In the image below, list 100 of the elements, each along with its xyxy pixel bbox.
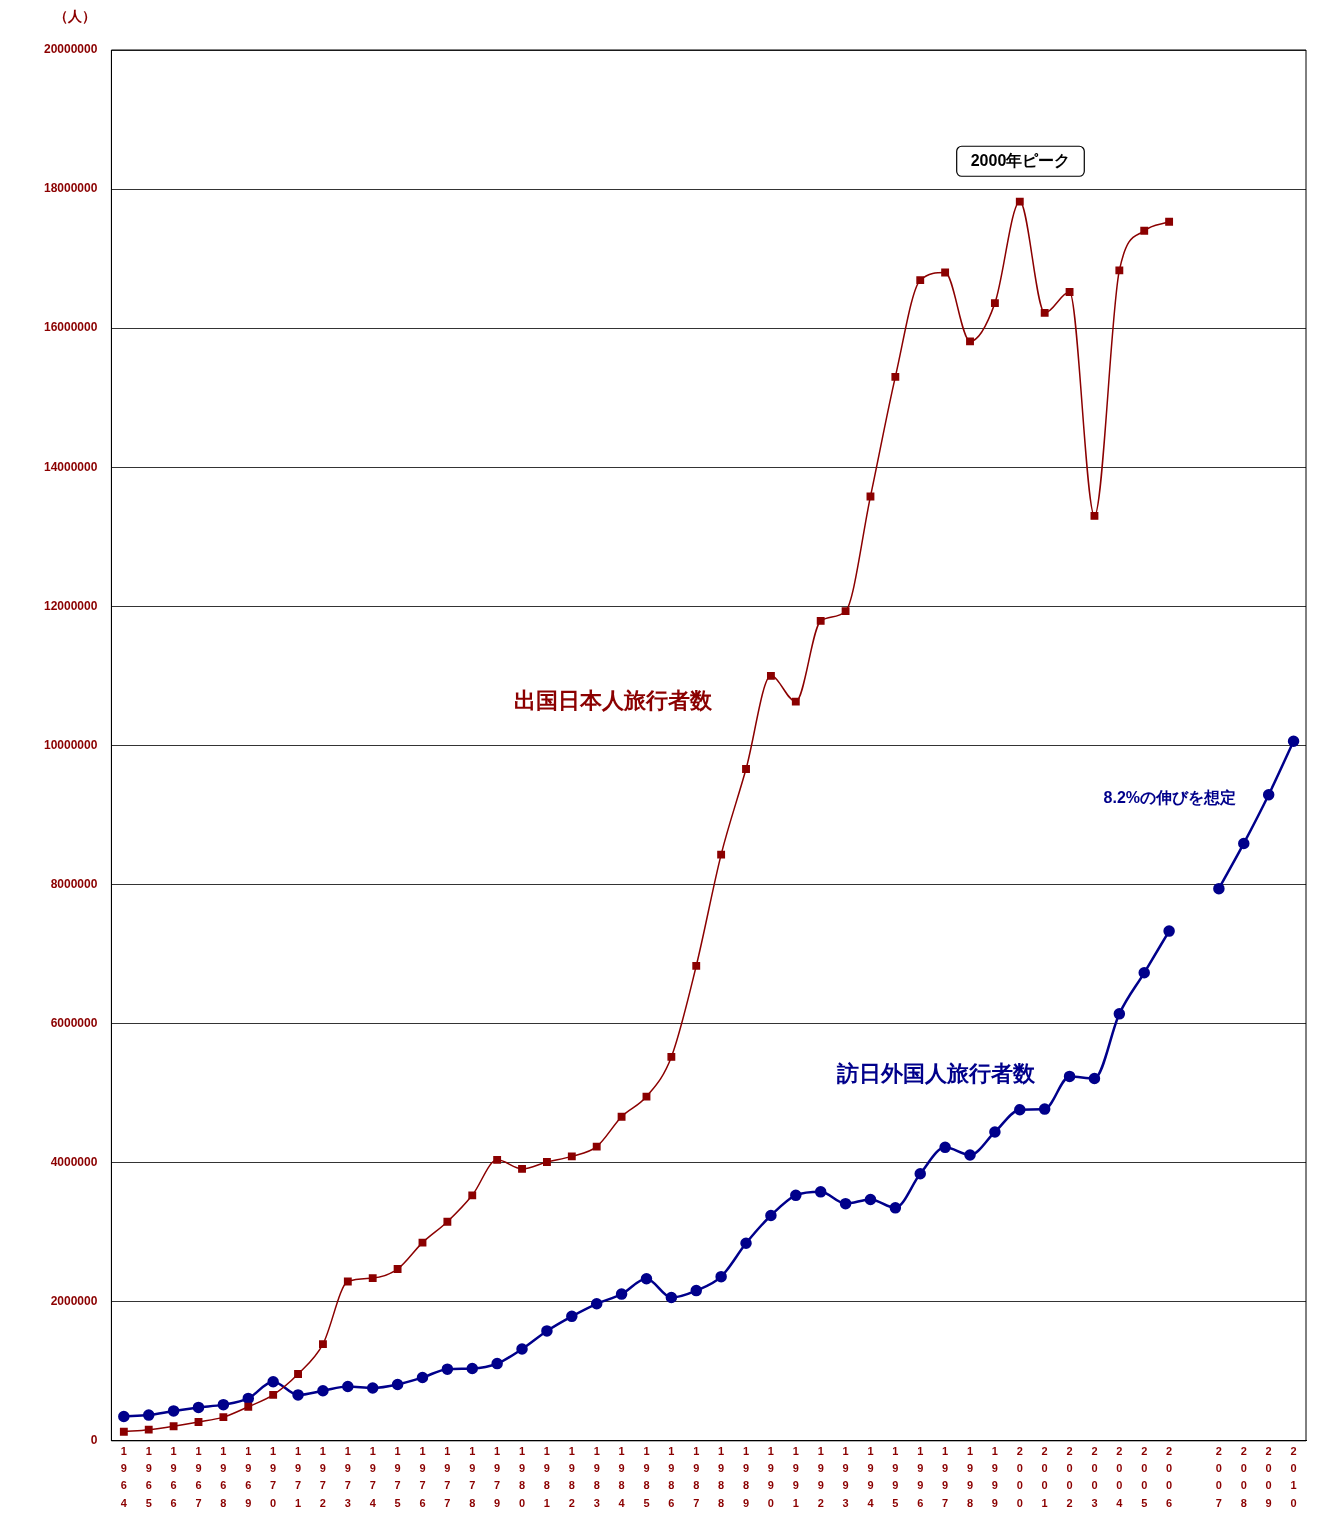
point <box>518 1164 526 1173</box>
x-tick-label: 2008 <box>1240 1445 1247 1509</box>
x-tick-label: 1990 <box>767 1445 774 1509</box>
point <box>366 1382 379 1394</box>
point <box>615 1288 628 1300</box>
x-tick-label: 1968 <box>220 1445 227 1509</box>
point <box>667 1053 676 1061</box>
point <box>914 1168 926 1180</box>
y-tick-label: 4000000 <box>50 1154 98 1169</box>
x-tick-label: 1995 <box>892 1445 899 1509</box>
point <box>1287 735 1300 747</box>
x-tick-label: 1984 <box>618 1445 626 1509</box>
point <box>765 1209 777 1222</box>
x-tick-label: 1979 <box>494 1445 501 1509</box>
x-tick-label: 1999 <box>991 1445 998 1509</box>
x-tick-label: 2003 <box>1091 1445 1098 1509</box>
point <box>516 1343 528 1355</box>
x-tick-label: 1996 <box>917 1445 924 1509</box>
point <box>1113 1008 1126 1020</box>
point <box>1014 1104 1026 1116</box>
x-tick-label: 1992 <box>817 1445 824 1509</box>
point <box>642 1092 651 1101</box>
point <box>142 1409 155 1421</box>
y-tick-label: 10000000 <box>44 737 98 752</box>
point <box>1088 1072 1101 1085</box>
point <box>567 1152 576 1161</box>
point <box>640 1273 653 1285</box>
point <box>941 268 950 277</box>
point <box>989 1126 1001 1138</box>
x-tick-label: 2006 <box>1166 1445 1173 1509</box>
point <box>816 616 825 625</box>
point <box>1238 837 1250 850</box>
y-tick-label: 20000000 <box>44 42 98 57</box>
point <box>1213 882 1225 895</box>
x-tick-label: 1989 <box>742 1445 750 1509</box>
x-tick-label: 2007 <box>1215 1445 1222 1509</box>
point <box>418 1238 427 1247</box>
x-tick-label: 1970 <box>270 1445 277 1509</box>
point <box>393 1265 402 1273</box>
x-tick-label: 1998 <box>966 1445 974 1509</box>
point <box>493 1155 502 1164</box>
point <box>891 372 900 381</box>
point <box>715 1270 727 1283</box>
point <box>791 697 800 706</box>
point <box>194 1418 203 1426</box>
x-tick-label: 1973 <box>344 1445 351 1509</box>
point <box>665 1291 678 1304</box>
point <box>269 1390 278 1399</box>
point <box>443 1217 452 1226</box>
point <box>1015 197 1024 206</box>
point <box>1138 967 1150 979</box>
y-tick-label: 18000000 <box>44 181 98 196</box>
point <box>839 1197 852 1210</box>
point <box>1140 226 1149 235</box>
y-tick-label: 14000000 <box>44 459 98 474</box>
y-tick-label: 12000000 <box>44 598 98 613</box>
point <box>118 1410 130 1423</box>
x-tick-label: 1982 <box>568 1445 575 1509</box>
point <box>617 1112 626 1121</box>
series-label: 訪日外国人旅行者数 <box>835 1061 1036 1087</box>
x-tick-label: 1997 <box>942 1445 949 1509</box>
point <box>1040 308 1049 317</box>
x-tick-label: 2001 <box>1041 1445 1048 1509</box>
point <box>1063 1070 1076 1083</box>
x-tick-label: 2000 <box>1016 1445 1023 1509</box>
point <box>167 1405 180 1417</box>
point <box>740 1237 752 1250</box>
text: 出国日本人旅行者数 <box>514 688 714 714</box>
y-tick-label: 0 <box>90 1433 98 1448</box>
point <box>192 1401 205 1414</box>
x-tick-label: 1994 <box>867 1445 875 1509</box>
point <box>889 1202 902 1214</box>
x-tick-label: 1991 <box>792 1445 799 1509</box>
point <box>742 765 750 773</box>
point <box>217 1398 230 1411</box>
x-tick-label: 1971 <box>294 1445 302 1509</box>
point <box>964 1149 976 1161</box>
point <box>144 1425 153 1434</box>
y-tick-label: 8000000 <box>50 876 98 891</box>
point <box>317 1384 329 1397</box>
point <box>416 1371 429 1384</box>
y-tick-label: 6000000 <box>50 1015 98 1030</box>
point <box>267 1375 279 1388</box>
point <box>466 1362 479 1375</box>
point <box>566 1310 578 1323</box>
point <box>541 1325 553 1337</box>
point <box>966 337 974 346</box>
x-tick-label: 1983 <box>593 1445 600 1509</box>
point <box>916 276 925 285</box>
x-tick-label: 1974 <box>369 1445 377 1509</box>
point <box>717 850 726 859</box>
x-tick-label: 1965 <box>145 1445 152 1509</box>
x-tick-label: 2010 <box>1290 1445 1297 1509</box>
x-tick-label: 2009 <box>1265 1445 1272 1509</box>
x-tick-label: 1972 <box>319 1445 326 1509</box>
x-tick-label: 1975 <box>394 1445 401 1509</box>
x-tick-label: 2004 <box>1116 1445 1124 1509</box>
point <box>294 1370 302 1378</box>
point <box>342 1380 354 1393</box>
x-tick-label: 1977 <box>444 1445 451 1509</box>
